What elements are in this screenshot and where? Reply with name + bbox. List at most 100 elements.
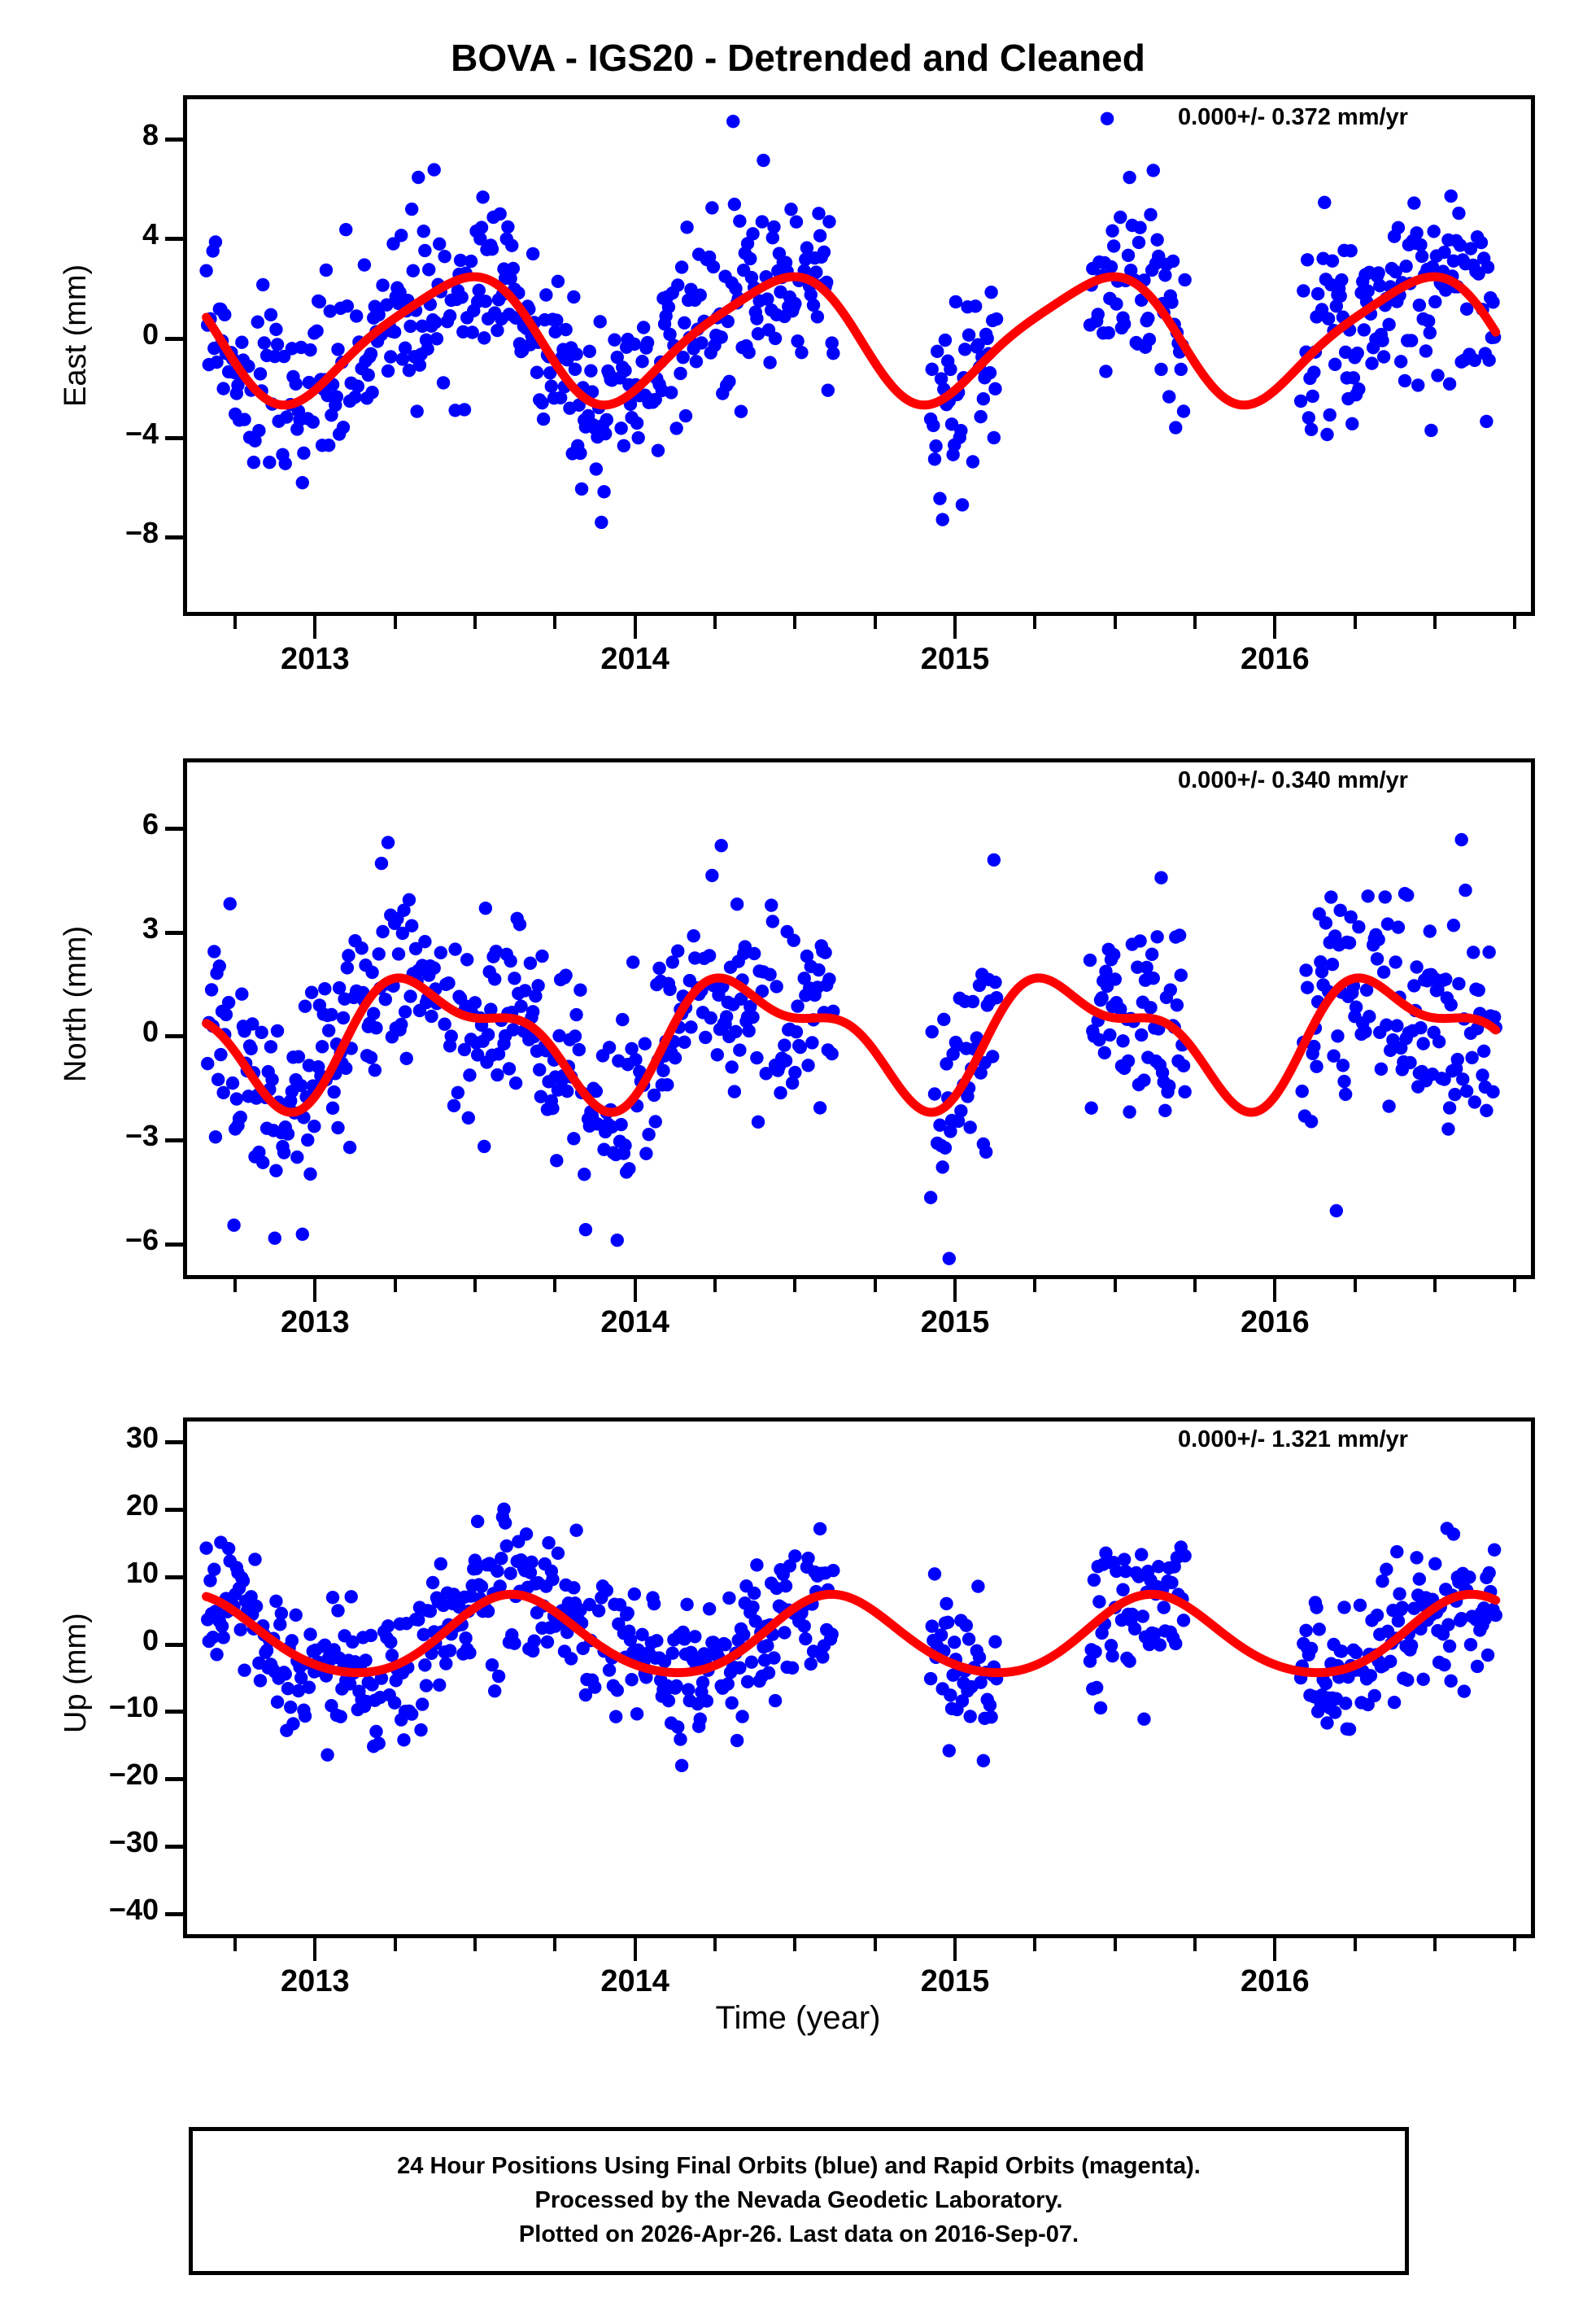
ytick-mark <box>165 826 183 831</box>
xtick-mark-major <box>1273 1279 1277 1302</box>
xtick-mark-minor <box>1513 616 1517 629</box>
page-title: BOVA - IGS20 - Detrended and Cleaned <box>451 37 1145 79</box>
xtick-mark-minor <box>1433 1279 1437 1292</box>
ytick-mark <box>165 1439 183 1444</box>
xtick-mark-minor <box>1113 1938 1117 1951</box>
ytick-mark <box>165 1574 183 1579</box>
xtick-label: 2016 <box>1241 1964 1310 1998</box>
ytick-label: 8 <box>142 117 159 151</box>
xtick-label: 2015 <box>920 1964 990 1998</box>
ytick-mark <box>165 1507 183 1512</box>
xtick-mark-minor <box>233 1938 237 1951</box>
xtick-mark-minor <box>793 1279 797 1292</box>
ytick-mark <box>165 535 183 540</box>
xtick-mark-minor <box>873 1279 877 1292</box>
ytick-mark <box>165 1777 183 1782</box>
ytick-mark <box>165 930 183 935</box>
xtick-mark-major <box>1273 1938 1277 1961</box>
ytick-mark <box>165 1034 183 1039</box>
ytick-label: −40 <box>108 1893 159 1927</box>
xtick-mark-minor <box>1193 616 1197 629</box>
caption-line-2: Processed by the Nevada Geodetic Laborat… <box>534 2187 1063 2213</box>
caption-line-3: Plotted on 2026-Apr-26. Last data on 201… <box>518 2221 1079 2247</box>
xtick-mark-minor <box>393 616 397 629</box>
xtick-mark-major <box>953 1279 957 1302</box>
xtick-mark-minor <box>1033 1938 1037 1951</box>
xtick-mark-minor <box>233 616 237 629</box>
data-canvas-north <box>201 832 1502 1265</box>
xtick-mark-minor <box>1113 1279 1117 1292</box>
xtick-label: 2013 <box>281 642 350 676</box>
plot-area-east <box>183 95 1535 616</box>
ytick-label: 4 <box>142 217 159 251</box>
ytick-label: 0 <box>142 1622 159 1657</box>
ytick-mark <box>165 1138 183 1142</box>
ytick-mark <box>165 435 183 440</box>
xtick-mark-minor <box>1513 1938 1517 1951</box>
xtick-label: 2015 <box>920 1305 990 1339</box>
xtick-mark-minor <box>1353 616 1357 629</box>
xtick-mark-minor <box>553 616 557 629</box>
ytick-label: 0 <box>142 1015 159 1049</box>
ytick-label: 6 <box>142 806 159 841</box>
xtick-mark-minor <box>473 1279 477 1292</box>
xtick-mark-minor <box>473 616 477 629</box>
ytick-mark <box>165 1642 183 1647</box>
plot-area-up <box>183 1417 1535 1938</box>
caption-line-1: 24 Hour Positions Using Final Orbits (bl… <box>397 2153 1201 2179</box>
rate-annotation-east: 0.000+/- 0.372 mm/yr <box>1178 104 1408 130</box>
xtick-mark-major <box>313 616 317 639</box>
ytick-label: −8 <box>124 516 159 550</box>
ytick-label: −30 <box>108 1825 159 1859</box>
xtick-mark-minor <box>473 1938 477 1951</box>
xtick-mark-minor <box>1433 616 1437 629</box>
xtick-mark-major <box>633 1938 637 1961</box>
axis-label-time: Time (year) <box>715 2000 881 2036</box>
ytick-mark <box>165 237 183 242</box>
ytick-mark <box>165 336 183 341</box>
xtick-mark-minor <box>1033 616 1037 629</box>
xtick-mark-major <box>313 1938 317 1961</box>
xtick-label: 2013 <box>281 1305 350 1339</box>
xtick-mark-minor <box>393 1938 397 1951</box>
ytick-label: 10 <box>125 1555 159 1589</box>
ytick-label: 20 <box>125 1487 159 1522</box>
xtick-mark-minor <box>233 1279 237 1292</box>
xtick-mark-minor <box>713 1279 717 1292</box>
xtick-mark-minor <box>553 1938 557 1951</box>
xtick-mark-major <box>313 1279 317 1302</box>
xtick-mark-major <box>953 616 957 639</box>
xtick-mark-major <box>633 1279 637 1302</box>
ytick-label: −4 <box>124 416 159 450</box>
caption-box: 24 Hour Positions Using Final Orbits (bl… <box>189 2127 1409 2275</box>
xtick-mark-minor <box>1193 1938 1197 1951</box>
xtick-mark-minor <box>1513 1279 1517 1292</box>
xtick-mark-major <box>1273 616 1277 639</box>
ytick-label: 30 <box>125 1420 159 1454</box>
ytick-label: −3 <box>124 1118 159 1152</box>
ytick-mark <box>165 1845 183 1850</box>
ytick-label: −10 <box>108 1690 159 1724</box>
ytick-mark <box>165 1912 183 1917</box>
xtick-mark-minor <box>793 616 797 629</box>
axis-label-north: North (mm) <box>59 925 93 1082</box>
plot-area-north <box>183 758 1535 1279</box>
xtick-label: 2014 <box>600 1305 669 1339</box>
xtick-label: 2014 <box>600 1964 669 1998</box>
rate-annotation-north: 0.000+/- 0.340 mm/yr <box>1178 767 1408 793</box>
xtick-mark-minor <box>713 616 717 629</box>
ytick-label: −20 <box>108 1758 159 1792</box>
xtick-mark-minor <box>873 616 877 629</box>
xtick-mark-minor <box>793 1938 797 1951</box>
rate-annotation-up: 0.000+/- 1.321 mm/yr <box>1178 1426 1408 1452</box>
xtick-mark-minor <box>1193 1279 1197 1292</box>
xtick-mark-major <box>633 616 637 639</box>
xtick-mark-minor <box>1033 1279 1037 1292</box>
xtick-mark-minor <box>553 1279 557 1292</box>
ytick-label: −6 <box>124 1222 159 1256</box>
xtick-label: 2015 <box>920 642 990 676</box>
xtick-mark-minor <box>873 1938 877 1951</box>
data-canvas-east <box>199 111 1502 530</box>
ytick-label: 3 <box>142 911 159 945</box>
data-canvas-up <box>199 1502 1502 1773</box>
